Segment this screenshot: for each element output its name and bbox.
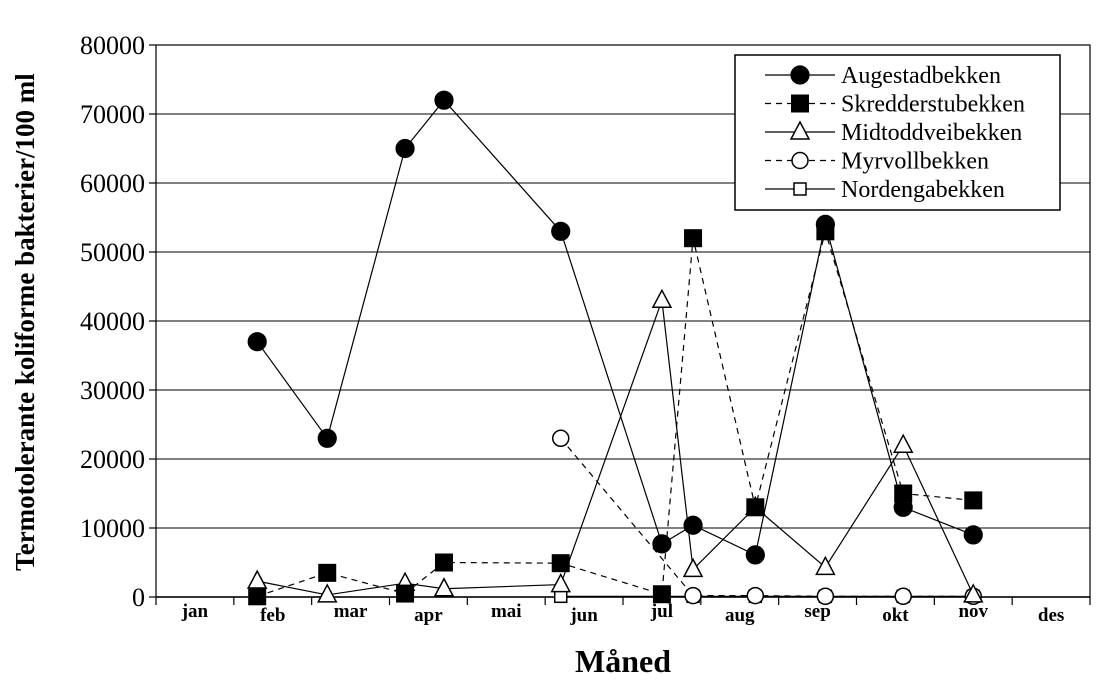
x-tick-label: aug <box>725 605 755 626</box>
marker-filled-square <box>964 491 983 510</box>
x-tick-label: jan <box>181 601 209 622</box>
x-tick-label: mar <box>334 601 368 622</box>
x-tick-label: okt <box>882 605 909 626</box>
legend-entry: Midtoddveibekken <box>765 120 1022 146</box>
marker-filled-square <box>746 498 765 517</box>
marker-open-triangle <box>316 583 338 603</box>
marker-open-square <box>793 182 807 196</box>
legend-label: Nordengabekken <box>841 177 1005 203</box>
x-axis: jan feb mar apr mai jun jul aug sep okt nov des <box>155 596 1091 626</box>
legend-entry: Augestadbekken <box>765 63 1001 89</box>
legend: Augestadbekken SkredderstubekkenMidtoddve… <box>734 54 1061 211</box>
legend-entry: Nordengabekken <box>765 177 1005 203</box>
x-tick-label: mai <box>491 601 522 622</box>
x-tick-label: jun <box>569 605 598 626</box>
y-tick-label: 0 <box>132 583 145 612</box>
x-tick-label: feb <box>260 605 285 626</box>
marker-filled-square <box>434 553 453 572</box>
x-tick-label: jul <box>650 601 673 622</box>
marker-filled-square <box>551 554 570 573</box>
marker-filled-circle <box>683 515 703 535</box>
marker-filled-square <box>396 584 415 603</box>
marker-filled-square <box>684 229 703 248</box>
marker-open-triangle <box>815 555 836 576</box>
y-tick-label: 80000 <box>80 31 145 60</box>
y-tick-label: 10000 <box>80 514 145 543</box>
legend-label: Midtoddveibekken <box>841 120 1022 146</box>
y-tick-label: 30000 <box>80 376 145 405</box>
marker-open-triangle <box>789 120 811 140</box>
marker-filled-circle <box>790 65 810 85</box>
marker-filled-square <box>318 563 337 582</box>
marker-filled-square <box>652 585 671 604</box>
y-tick-label: 70000 <box>80 100 145 129</box>
marker-open-triangle <box>550 572 571 593</box>
series-line <box>257 300 974 596</box>
marker-filled-circle <box>434 90 454 110</box>
marker-filled-square <box>791 94 809 113</box>
marker-open-circle <box>816 587 835 606</box>
marker-open-triangle <box>963 583 984 603</box>
series-Skredderstubekken <box>248 222 983 606</box>
marker-filled-circle <box>317 428 337 448</box>
x-tick-label: apr <box>414 605 443 626</box>
marker-filled-circle <box>247 332 267 352</box>
series-line <box>560 437 974 597</box>
marker-filled-circle <box>745 545 765 565</box>
marker-open-triangle <box>651 288 673 309</box>
x-tick-label: des <box>1038 605 1064 626</box>
legend-label: Myrvollbekken <box>841 149 989 175</box>
y-tick-label: 60000 <box>80 169 145 198</box>
marker-filled-circle <box>652 534 672 554</box>
series-line <box>256 229 974 597</box>
marker-open-triangle <box>892 433 914 453</box>
series-Augestadbekken <box>247 90 983 565</box>
y-tick-label: 20000 <box>80 445 145 474</box>
x-tick-label: nov <box>958 601 988 622</box>
legend-label: Augestadbekken <box>841 63 1001 89</box>
y-axis-title: Termotolerante koliforme bakterier/100 m… <box>10 73 40 571</box>
y-axis-ticks: 0 10000 20000 30000 40000 50000 60000 70000 8000… <box>80 31 156 612</box>
x-axis-title: Måned <box>575 643 671 679</box>
y-tick-label: 40000 <box>80 307 145 336</box>
marker-open-circle <box>791 151 809 170</box>
marker-open-triangle <box>682 557 704 578</box>
y-tick-label: 50000 <box>80 238 145 267</box>
series-layer <box>246 90 984 606</box>
marker-filled-circle <box>815 214 835 234</box>
marker-filled-circle <box>893 497 913 517</box>
marker-open-circle <box>746 586 765 605</box>
legend-entry: Myrvollbekken <box>765 149 989 175</box>
marker-open-circle <box>894 587 912 606</box>
marker-open-triangle <box>433 577 455 597</box>
marker-open-triangle <box>246 569 268 589</box>
legend-label: Skredderstubekken <box>841 92 1025 118</box>
marker-filled-circle <box>551 221 571 241</box>
series-Midtoddveibekken <box>246 288 984 603</box>
marker-filled-circle <box>963 525 983 545</box>
marker-open-circle <box>551 429 570 448</box>
marker-filled-square <box>248 587 267 606</box>
legend-entry: Skredderstubekken <box>765 92 1025 118</box>
marker-filled-circle <box>395 138 415 159</box>
x-tick-label: sep <box>804 601 830 622</box>
marker-open-circle <box>684 586 702 605</box>
